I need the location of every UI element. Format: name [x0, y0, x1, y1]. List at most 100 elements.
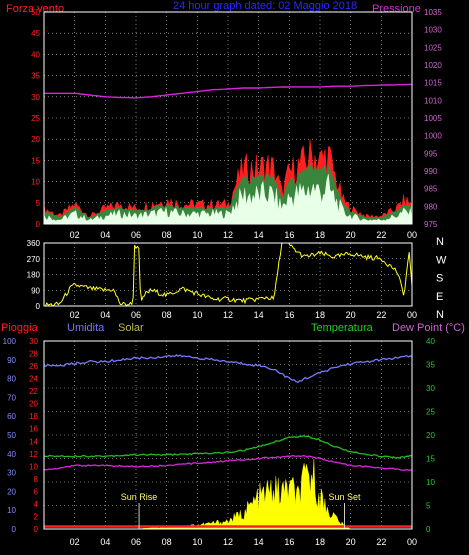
direction-x-tick-22: 22 [376, 310, 386, 320]
compass-label-W: W [436, 254, 447, 266]
rain-y-tick: 12 [29, 450, 38, 459]
direction-x-tick-06: 06 [131, 310, 141, 320]
humidity-y-tick: 40 [7, 450, 16, 459]
wind-y-tick: 30 [31, 93, 40, 102]
direction-y-tick: 90 [31, 286, 40, 295]
pressure-label: Pressione [372, 3, 421, 15]
wind-panel-frame [43, 11, 413, 225]
humidity-y-tick: 30 [7, 469, 16, 478]
lower-x-tick-16: 16 [284, 537, 294, 547]
humidity-y-tick: 70 [7, 393, 16, 402]
wind-x-tick-22: 22 [376, 230, 386, 240]
wind-y-tick: 25 [31, 114, 40, 123]
wind-y-tick: 45 [31, 29, 40, 38]
wind-direction-line [44, 242, 413, 307]
humidity-y-tick: 20 [7, 487, 16, 496]
humidity-y-tick: 100 [3, 337, 17, 346]
humidity-y-tick: 80 [7, 375, 16, 384]
temperature-label: Temperatura [311, 322, 374, 334]
wind-x-tick-08: 08 [162, 230, 172, 240]
pressure-y-tick: 995 [424, 149, 438, 158]
rain-y-tick: 20 [29, 400, 38, 409]
lower-x-tick-10: 10 [192, 537, 202, 547]
rain-y-tick: 4 [34, 500, 39, 509]
temperature-line [43, 434, 413, 459]
wind-x-tick-16: 16 [284, 230, 294, 240]
lower-x-tick-18: 18 [315, 537, 325, 547]
direction-x-tick-08: 08 [162, 310, 172, 320]
wind-y-tick: 40 [31, 50, 40, 59]
rain-y-tick: 30 [29, 337, 38, 346]
lower-x-tick-08: 08 [162, 537, 172, 547]
pressure-line [44, 83, 413, 99]
direction-y-tick: 270 [27, 255, 41, 264]
wind-y-tick: 50 [31, 8, 40, 17]
compass-label-N: N [436, 236, 444, 248]
rain-y-tick: 22 [29, 387, 38, 396]
rain-y-tick: 2 [34, 512, 39, 521]
direction-x-tick-14: 14 [254, 310, 264, 320]
direction-x-tick-04: 04 [100, 310, 110, 320]
pressure-y-tick: 1010 [424, 96, 442, 105]
compass-label-S: S [436, 273, 443, 285]
lower-x-tick-00: 00 [407, 537, 417, 547]
chart-title: 24 hour graph dated: 02 Maggio 2018 [173, 0, 357, 12]
wind-y-tick: 15 [31, 156, 40, 165]
direction-y-tick: 180 [27, 271, 41, 280]
temperature-y-tick: 35 [426, 361, 435, 370]
solar-label: Solar [118, 322, 144, 334]
wind-x-tick-18: 18 [315, 230, 325, 240]
rain-y-tick: 24 [29, 375, 38, 384]
direction-y-tick: 0 [36, 302, 41, 311]
wind-x-tick-00: 00 [407, 230, 417, 240]
rain-y-tick: 26 [29, 362, 38, 371]
humidity-line [43, 354, 413, 384]
lower-x-tick-22: 22 [376, 537, 386, 547]
lower-x-tick-04: 04 [100, 537, 110, 547]
dewpoint-line [43, 454, 413, 471]
wind-y-tick: 10 [31, 178, 40, 187]
humidity-y-tick: 50 [7, 431, 16, 440]
pressure-y-tick: 1000 [424, 132, 442, 141]
wind-gust-area [43, 174, 413, 225]
temperature-y-tick: 10 [426, 478, 435, 487]
lower-x-tick-20: 20 [346, 537, 356, 547]
rain-y-tick: 10 [29, 462, 38, 471]
wind-x-tick-14: 14 [254, 230, 264, 240]
pressure-y-tick: 1020 [424, 61, 442, 70]
direction-x-tick-10: 10 [192, 310, 202, 320]
sunrise-label: Sun Rise [121, 492, 158, 502]
rain-y-tick: 18 [29, 412, 38, 421]
rain-y-tick: 6 [34, 487, 39, 496]
pressure-y-tick: 980 [424, 202, 438, 211]
pressure-y-tick: 1025 [424, 43, 442, 52]
direction-x-tick-00: 00 [407, 310, 417, 320]
rain-label: Pioggia [1, 322, 39, 334]
wind-x-tick-04: 04 [100, 230, 110, 240]
pressure-y-tick: 1030 [424, 26, 442, 35]
humidity-y-tick: 10 [7, 506, 16, 515]
wind-y-tick: 35 [31, 72, 40, 81]
temperature-y-tick: 25 [426, 408, 435, 417]
temperature-y-tick: 0 [426, 525, 431, 534]
temperature-y-tick: 30 [426, 384, 435, 393]
pressure-y-tick: 990 [424, 167, 438, 176]
direction-x-tick-20: 20 [346, 310, 356, 320]
humidity-label: Umidita [67, 322, 105, 334]
direction-x-tick-02: 02 [70, 310, 80, 320]
wind-x-tick-12: 12 [223, 230, 233, 240]
wind-x-tick-20: 20 [346, 230, 356, 240]
direction-y-tick: 360 [27, 239, 41, 248]
wind-x-tick-10: 10 [192, 230, 202, 240]
rain-y-tick: 0 [34, 525, 39, 534]
temperature-y-tick: 15 [426, 455, 435, 464]
rain-y-tick: 14 [29, 437, 38, 446]
rain-y-tick: 8 [34, 475, 39, 484]
compass-label-N: N [436, 309, 444, 321]
rain-y-tick: 16 [29, 425, 38, 434]
direction-x-tick-12: 12 [223, 310, 233, 320]
humidity-y-tick: 90 [7, 356, 16, 365]
sunset-label: Sun Set [329, 492, 362, 502]
lower-x-tick-14: 14 [254, 537, 264, 547]
